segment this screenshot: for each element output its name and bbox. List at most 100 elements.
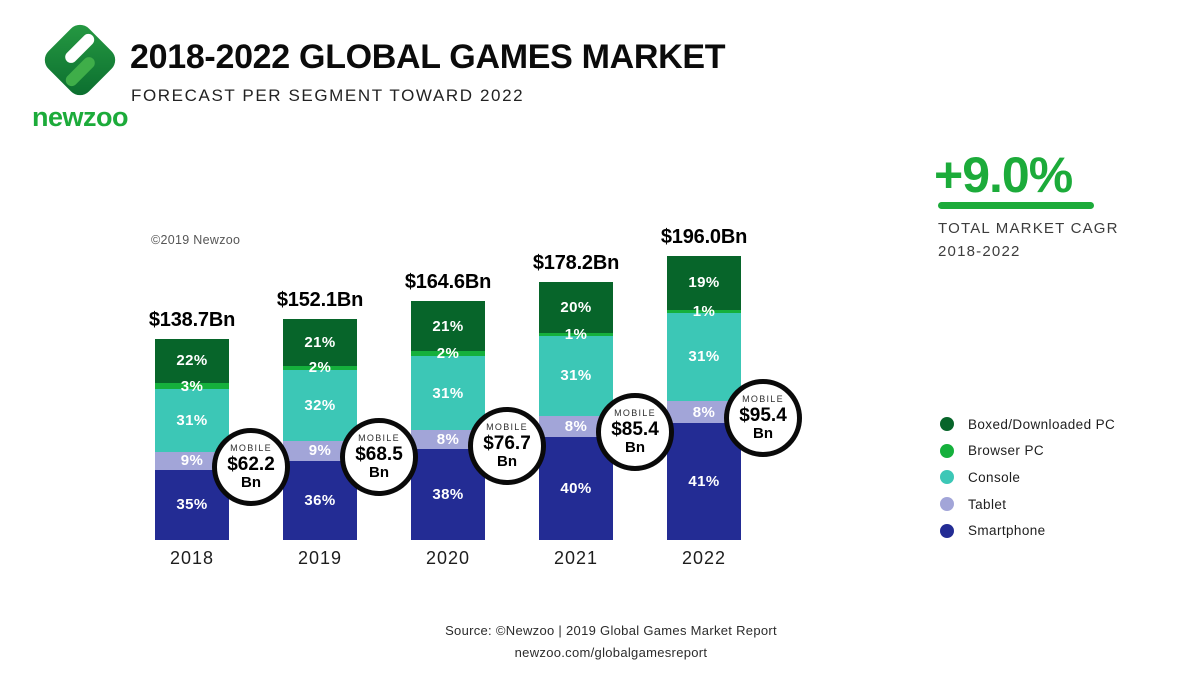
page-title: 2018-2022 GLOBAL GAMES MARKET [130,38,726,76]
bar-segment-tablet-2021: 8% [539,415,613,437]
bar-segment-console-2022: 31% [667,312,741,401]
segment-percent-label: 21% [432,317,464,335]
segment-percent-label: 31% [560,367,592,385]
bar-segment-tablet-2018: 9% [155,451,229,470]
segment-percent-label: 41% [688,473,720,491]
legend-swatch-boxed-downloaded-pc [940,417,954,432]
mobile-callout-title: MOBILE [742,394,784,405]
mobile-callout-value: $95.4 [739,405,787,427]
cagr-label: TOTAL MARKET CAGR 2018-2022 [938,217,1119,263]
segment-percent-label: 31% [176,411,208,429]
source-line2: newzoo.com/globalgamesreport [514,645,708,660]
segment-percent-label: 9% [180,452,204,470]
segment-percent-label: 2% [436,345,460,363]
segment-percent-label: 8% [436,431,460,449]
mobile-callout-unit: Bn [497,452,517,470]
segment-percent-label: 31% [432,384,464,402]
segment-percent-label: 3% [180,377,204,395]
legend-swatch-console [940,470,954,485]
cagr-underline [938,202,1094,209]
bar-total-label-2018: $138.7Bn [148,308,236,331]
mobile-callout-unit: Bn [241,473,261,491]
bar-segment-tablet-2020: 8% [411,430,485,450]
source-block: Source: ©Newzoo | 2019 Global Games Mark… [351,620,871,664]
bar-segment-console-2021: 31% [539,335,613,416]
newzoo-logo-icon [44,24,116,96]
mobile-callout-title: MOBILE [358,432,400,443]
cagr-label-line1: TOTAL MARKET CAGR [938,220,1119,237]
newzoo-wordmark: newzoo [32,102,129,132]
mobile-callout-2022: MOBILE $95.4 Bn [724,379,802,458]
mobile-callout-2020: MOBILE $76.7 Bn [468,406,546,485]
bar-segment-boxed-downloaded-pc-2018: 22% [155,338,229,384]
year-label-2022: 2022 [681,548,727,568]
bar-segment-browser-pc-2020: 2% [411,345,485,362]
bar-total-label-2020: $164.6Bn [404,271,492,294]
bar-segment-browser-pc-2018: 3% [155,378,229,395]
mobile-callout-title: MOBILE [486,421,528,432]
mobile-callout-2019: MOBILE $68.5 Bn [340,417,418,496]
bar-segment-console-2020: 31% [411,356,485,431]
bar-segment-boxed-downloaded-pc-2021: 20% [539,281,613,334]
bar-segment-console-2019: 32% [283,370,357,441]
segment-percent-label: 35% [176,496,208,514]
segment-percent-label: 19% [688,274,720,292]
legend-item-smartphone: Smartphone [940,517,1115,544]
bar-segment-console-2018: 31% [155,389,229,452]
cagr-label-line2: 2018-2022 [938,243,1021,260]
legend-label: Tablet [968,496,1007,512]
legend-item-boxed-downloaded-pc: Boxed/Downloaded PC [940,411,1115,438]
segment-percent-label: 1% [692,302,716,320]
mobile-callout-value: $62.2 [227,453,275,475]
year-label-2021: 2021 [553,548,599,568]
source-line1: Source: ©Newzoo | 2019 Global Games Mark… [445,623,777,638]
mobile-callout-unit: Bn [753,425,773,443]
bar-segment-browser-pc-2019: 2% [283,359,357,376]
bar-segment-boxed-downloaded-pc-2022: 19% [667,255,741,310]
segment-percent-label: 9% [308,442,332,460]
bar-segment-browser-pc-2022: 1% [667,303,741,320]
bar-segment-browser-pc-2021: 1% [539,326,613,343]
segment-percent-label: 8% [564,417,588,435]
legend-label: Browser PC [968,443,1045,459]
year-label-2020: 2020 [425,548,471,568]
legend-item-browser-pc: Browser PC [940,438,1115,465]
segment-percent-label: 32% [304,396,336,414]
bar-total-label-2021: $178.2Bn [532,251,620,274]
segment-percent-label: 31% [688,348,720,366]
chart-legend: Boxed/Downloaded PC Browser PC Console Tabl… [940,411,1115,544]
bar-segment-smartphone-2022: 41% [667,423,741,540]
bar-segment-tablet-2022: 8% [667,400,741,424]
cagr-value: +9.0% [934,147,1073,203]
mobile-callout-title: MOBILE [614,408,656,419]
segment-percent-label: 22% [176,352,208,370]
legend-swatch-tablet [940,497,954,512]
legend-item-console: Console [940,464,1115,491]
segment-percent-label: 8% [692,403,716,421]
segment-percent-label: 40% [560,479,592,497]
mobile-callout-2018: MOBILE $62.2 Bn [212,427,290,506]
mobile-callout-value: $85.4 [611,419,659,441]
legend-item-tablet: Tablet [940,491,1115,518]
mobile-callout-unit: Bn [369,463,389,481]
bar-segment-smartphone-2020: 38% [411,449,485,540]
year-label-2018: 2018 [169,548,215,568]
legend-label: Smartphone [968,523,1046,539]
legend-label: Console [968,469,1021,485]
legend-label: Boxed/Downloaded PC [968,416,1116,432]
legend-swatch-smartphone [940,523,954,538]
mobile-callout-2021: MOBILE $85.4 Bn [596,393,674,472]
segment-percent-label: 20% [560,298,592,316]
mobile-callout-value: $68.5 [355,443,403,465]
page-subtitle: FORECAST PER SEGMENT TOWARD 2022 [131,86,525,105]
mobile-callout-unit: Bn [625,439,645,457]
copyright-note: ©2019 Newzoo [151,233,241,247]
mobile-callout-title: MOBILE [230,442,272,453]
bar-total-label-2022: $196.0Bn [660,225,748,248]
segment-percent-label: 36% [304,491,336,509]
segment-percent-label: 1% [564,326,588,344]
mobile-callout-value: $76.7 [483,432,531,454]
segment-percent-label: 21% [304,334,336,352]
